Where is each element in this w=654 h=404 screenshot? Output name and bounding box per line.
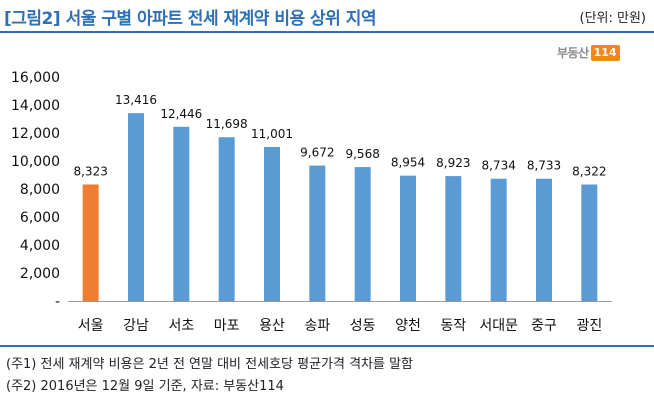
y-tick-label: 8,000 [20, 182, 60, 198]
y-tick-label: 2,000 [20, 266, 60, 282]
bar [400, 175, 416, 301]
y-tick-label: 14,000 [11, 98, 60, 114]
data-label: 13,416 [115, 93, 157, 107]
y-tick-label: 4,000 [20, 238, 60, 254]
x-tick-label: 동작 [440, 318, 466, 334]
x-tick-label: 성동 [350, 318, 376, 334]
data-label: 8,923 [436, 156, 470, 170]
y-tick-label: - [55, 294, 60, 310]
data-label: 8,734 [481, 159, 515, 173]
bar [536, 178, 552, 301]
bar [264, 146, 280, 301]
y-tick-label: 10,000 [11, 154, 60, 170]
x-tick-label: 서초 [168, 318, 194, 334]
data-label: 8,954 [391, 156, 425, 170]
brand-logo: 부동산 114 [557, 44, 620, 61]
header-divider [0, 31, 654, 33]
bar [445, 176, 462, 301]
footnote-2: (주2) 2016년은 12월 9일 기준, 자료: 부동산114 [6, 379, 284, 394]
y-tick-label: 6,000 [20, 210, 60, 226]
x-tick-label: 용산 [259, 318, 285, 334]
data-label: 8,323 [73, 164, 107, 178]
data-label: 8,322 [572, 164, 606, 178]
footnotes: (주1) 전세 재계약 비용은 2년 전 연말 대비 전세호당 평균가격 격차를… [6, 354, 413, 398]
data-label: 8,733 [527, 159, 561, 173]
bar-chart: - 2,000 4,000 6,000 8,000 10,000 12,000 14,000 1… [11, 70, 612, 334]
logo-badge: 114 [590, 44, 620, 61]
bar [173, 126, 190, 301]
data-label: 12,446 [160, 107, 202, 121]
data-label: 11,698 [206, 117, 248, 131]
bar [581, 184, 598, 301]
unit-label: (단위: 만원) [579, 11, 647, 26]
bar [218, 137, 235, 301]
x-tick-label: 송파 [304, 318, 330, 334]
x-tick-label: 서대문 [479, 318, 518, 334]
bar [82, 184, 99, 301]
data-label: 9,672 [300, 146, 334, 160]
x-tick-label: 마포 [214, 318, 240, 334]
bar [354, 167, 371, 301]
x-tick-label: 양천 [395, 318, 421, 334]
bar [309, 165, 326, 301]
footnote-1: (주1) 전세 재계약 비용은 2년 전 연말 대비 전세호당 평균가격 격차를… [6, 357, 414, 372]
page-title: [그림2] 서울 구별 아파트 전세 재계약 비용 상위 지역 [4, 9, 377, 29]
bar [490, 178, 507, 301]
x-tick-label: 강남 [123, 318, 149, 334]
footer-divider [0, 345, 654, 347]
x-tick-label: 광진 [576, 318, 602, 334]
data-label: 11,001 [251, 127, 293, 141]
bar [128, 113, 144, 302]
x-tick-label: 중구 [531, 318, 557, 334]
y-tick-label: 16,000 [11, 70, 60, 86]
logo-text: 부동산 [557, 46, 589, 60]
data-label: 9,568 [345, 147, 379, 161]
y-tick-label: 12,000 [11, 126, 60, 142]
x-tick-label: 서울 [78, 318, 104, 334]
